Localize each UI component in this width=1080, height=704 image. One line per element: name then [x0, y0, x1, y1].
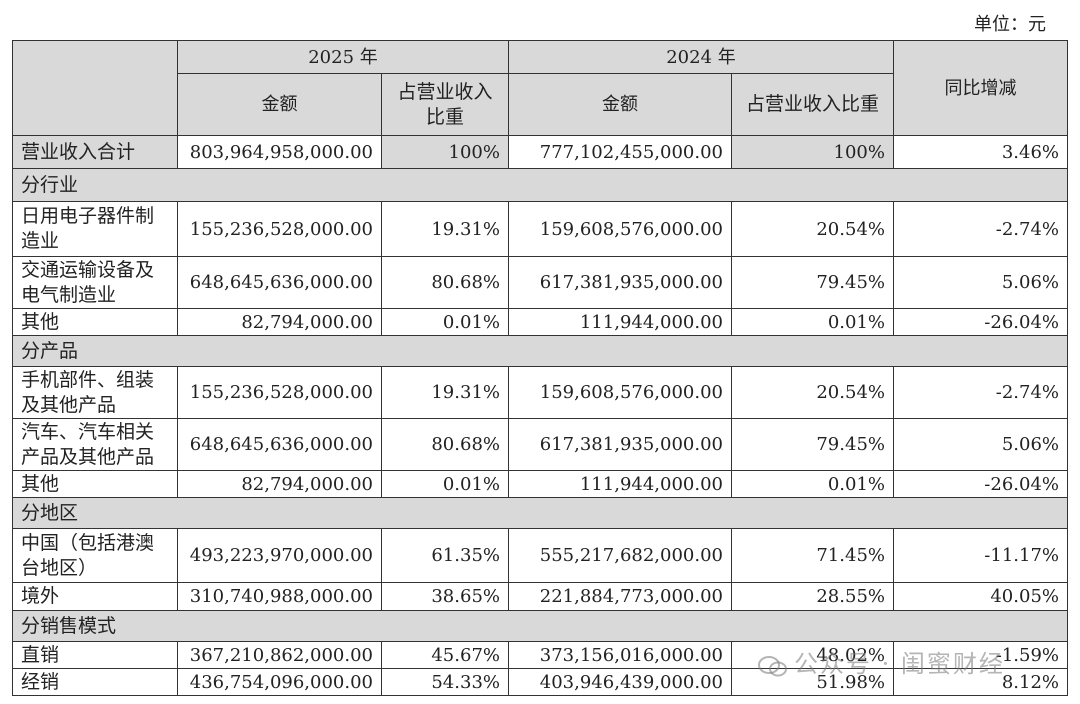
row-label: 日用电子器件制造业: [12, 201, 178, 257]
row-label: 营业收入合计: [12, 135, 178, 169]
row-label: 其他: [12, 308, 178, 336]
table-row: 分行业: [12, 168, 1068, 202]
data-cell: 493,223,970,000.00: [177, 528, 382, 583]
data-cell: 82,794,000.00: [177, 308, 382, 336]
data-cell: 617,381,935,000.00: [508, 418, 732, 471]
data-cell: 19.31%: [381, 201, 509, 257]
table-row: 分产品: [12, 335, 1068, 367]
data-cell: 80.68%: [381, 256, 509, 309]
data-cell: 310,740,988,000.00: [177, 582, 382, 611]
data-cell: 648,645,636,000.00: [177, 418, 382, 471]
data-cell: 403,946,439,000.00: [508, 668, 732, 696]
unit-label: 单位：元: [974, 14, 1046, 35]
data-cell: 648,645,636,000.00: [177, 256, 382, 309]
data-cell: 5.06%: [893, 418, 1068, 471]
data-cell: 38.65%: [381, 582, 509, 611]
data-cell: 100%: [731, 135, 894, 169]
table-row: 汽车、汽车相关产品及其他产品 648,645,636,000.00 80.68% 61…: [12, 418, 1068, 471]
header-cell: 2025 年: [177, 40, 509, 74]
data-cell: 777,102,455,000.00: [508, 135, 732, 169]
watermark: 公众号 · 闺蜜财经: [758, 644, 1005, 679]
header-cell: 占营业收入比重: [731, 73, 894, 136]
table-row: 营业收入合计 803,964,958,000.00 100% 777,102,455,…: [12, 135, 1068, 169]
data-cell: 0.01%: [731, 308, 894, 336]
table-row: 其他 82,794,000.00 0.01% 111,944,000.00 0.01% -…: [12, 308, 1068, 336]
data-cell: 61.35%: [381, 528, 509, 583]
table-row: 境外 310,740,988,000.00 38.65% 221,884,773,00…: [12, 582, 1068, 611]
data-cell: 555,217,682,000.00: [508, 528, 732, 583]
section-cell: 分行业: [12, 168, 1068, 202]
data-cell: 45.67%: [381, 641, 509, 669]
table-row: 分销售模式: [12, 610, 1068, 642]
data-cell: 0.01%: [381, 308, 509, 336]
row-label: 其他: [12, 470, 178, 498]
data-cell: -26.04%: [893, 470, 1068, 498]
revenue-table: 2025 年 2024 年 同比增减 金额 占营业收入比重 金额 占营业收入比重…: [12, 40, 1068, 696]
data-cell: 617,381,935,000.00: [508, 256, 732, 309]
header-cell: 金额: [508, 73, 732, 136]
row-label: 交通运输设备及电气制造业: [12, 256, 178, 309]
header-cell: 金额: [177, 73, 382, 136]
data-cell: 80.68%: [381, 418, 509, 471]
data-cell: 373,156,016,000.00: [508, 641, 732, 669]
data-cell: 0.01%: [381, 470, 509, 498]
data-cell: 20.54%: [731, 366, 894, 419]
data-cell: 100%: [381, 135, 509, 169]
data-cell: 159,608,576,000.00: [508, 201, 732, 257]
header-cell: 占营业收入比重: [381, 73, 509, 136]
data-cell: 155,236,528,000.00: [177, 366, 382, 419]
data-cell: 79.45%: [731, 256, 894, 309]
watermark-icon: [758, 655, 787, 676]
data-cell: 155,236,528,000.00: [177, 201, 382, 257]
data-cell: -2.74%: [893, 366, 1068, 419]
data-cell: 111,944,000.00: [508, 308, 732, 336]
header-cell: 2024 年: [508, 40, 894, 74]
table-row: 直销 367,210,862,000.00 45.67% 373,156,016,00…: [12, 641, 1068, 669]
data-cell: 79.45%: [731, 418, 894, 471]
data-cell: 54.33%: [381, 668, 509, 696]
data-cell: 159,608,576,000.00: [508, 366, 732, 419]
data-cell: -2.74%: [893, 201, 1068, 257]
row-label: 手机部件、组装及其他产品: [12, 366, 178, 419]
table-row: 分地区: [12, 497, 1068, 529]
row-label: 经销: [12, 668, 178, 696]
table-row: 手机部件、组装及其他产品 155,236,528,000.00 19.31% 159,…: [12, 366, 1068, 419]
data-cell: 367,210,862,000.00: [177, 641, 382, 669]
data-cell: 82,794,000.00: [177, 470, 382, 498]
data-cell: 111,944,000.00: [508, 470, 732, 498]
data-cell: 20.54%: [731, 201, 894, 257]
table-row: 其他 82,794,000.00 0.01% 111,944,000.00 0.01% -…: [12, 470, 1068, 498]
table-row: 中国（包括港澳台地区） 493,223,970,000.00 61.35% 555,2…: [12, 528, 1068, 583]
data-cell: 28.55%: [731, 582, 894, 611]
data-cell: 221,884,773,000.00: [508, 582, 732, 611]
header-cell: 同比增减: [893, 40, 1068, 136]
data-cell: 71.45%: [731, 528, 894, 583]
data-cell: 19.31%: [381, 366, 509, 419]
table-row: 经销 436,754,096,000.00 54.33% 403,946,439,00…: [12, 668, 1068, 696]
data-cell: 8.12%: [893, 668, 1068, 696]
corner-cell: [12, 40, 178, 136]
row-label: 直销: [12, 641, 178, 669]
data-cell: 40.05%: [893, 582, 1068, 611]
data-cell: 0.01%: [731, 470, 894, 498]
section-cell: 分产品: [12, 335, 1068, 367]
data-cell: 3.46%: [893, 135, 1068, 169]
data-cell: 803,964,958,000.00: [177, 135, 382, 169]
data-cell: 5.06%: [893, 256, 1068, 309]
data-cell: 51.98%: [731, 668, 894, 696]
table-row: 日用电子器件制造业 155,236,528,000.00 19.31% 159,608…: [12, 201, 1068, 257]
watermark-text: 公众号 · 闺蜜财经: [794, 650, 1005, 678]
row-label: 境外: [12, 582, 178, 611]
row-label: 中国（包括港澳台地区）: [12, 528, 178, 583]
table-row: 交通运输设备及电气制造业 648,645,636,000.00 80.68% 617,…: [12, 256, 1068, 309]
data-cell: 436,754,096,000.00: [177, 668, 382, 696]
section-cell: 分销售模式: [12, 610, 1068, 642]
section-cell: 分地区: [12, 497, 1068, 529]
data-cell: -1.59%: [893, 641, 1068, 669]
row-label: 汽车、汽车相关产品及其他产品: [12, 418, 178, 471]
data-cell: -26.04%: [893, 308, 1068, 336]
data-cell: -11.17%: [893, 528, 1068, 583]
